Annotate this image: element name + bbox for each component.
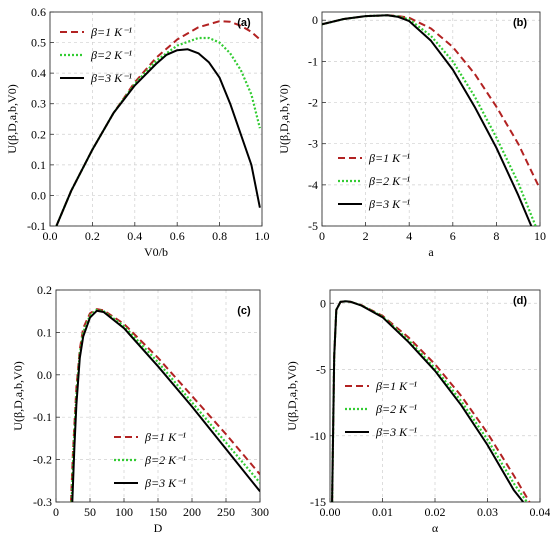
legend-label: β=2 K⁻¹ <box>144 453 186 467</box>
chart-panel-2: 0 2 4 6 8 10 -5 -4 -3 -2 -1 0 a U(β,D,a,b,V0) β=1 K⁻¹ β… <box>277 11 546 259</box>
x-tick-label: 300 <box>251 505 269 519</box>
series-line-1 <box>331 300 531 502</box>
y-tick-label: -5 <box>316 363 326 377</box>
legend-label: β=1 K⁻¹ <box>144 430 186 444</box>
y-tick-label: -10 <box>310 429 326 443</box>
x-tick-label: 150 <box>149 505 167 519</box>
series-line-3 <box>55 48 261 226</box>
x-tick-label: 0.04 <box>530 505 550 519</box>
x-tick-label: 0.8 <box>212 229 227 243</box>
x-tick-label: 6 <box>450 229 456 243</box>
panel-tag: (d) <box>513 295 527 307</box>
panel-tag: (b) <box>513 17 527 29</box>
series-line-3 <box>71 309 260 502</box>
x-tick-label: 100 <box>115 505 133 519</box>
y-tick-label: 0.4 <box>31 66 46 80</box>
x-tick-label: 2 <box>363 229 369 243</box>
legend-label: β=1 K⁻¹ <box>90 25 132 39</box>
series-line-1 <box>322 14 540 190</box>
x-tick-label: 50 <box>84 505 96 519</box>
y-tick-label: 0.1 <box>37 325 52 339</box>
y-tick-label: 0.6 <box>31 5 46 19</box>
y-axis-title: U(β,D,a,b,V0) <box>11 361 25 430</box>
x-axis-title: a <box>428 245 434 259</box>
x-tick-label: 8 <box>493 229 499 243</box>
x-axis-title: α <box>432 521 439 535</box>
y-tick-label: -3 <box>308 137 318 151</box>
plot-frame <box>321 11 541 227</box>
y-tick-label: 0.0 <box>37 368 52 382</box>
legend-label: β=1 K⁻¹ <box>368 151 410 165</box>
y-tick-label: -4 <box>308 178 318 192</box>
legend-label: β=2 K⁻¹ <box>375 402 417 416</box>
x-tick-label: 200 <box>183 505 201 519</box>
x-tick-label: 1.0 <box>255 229 270 243</box>
x-axis-title: V0/b <box>144 245 168 259</box>
x-tick-label: 0.00 <box>320 505 341 519</box>
series-line-1 <box>70 308 260 502</box>
x-tick-label: 0.0 <box>43 229 58 243</box>
x-tick-label: 0.03 <box>477 505 498 519</box>
x-tick-label: 0 <box>53 505 59 519</box>
y-axis-title: U(β,D,a,b,V0) <box>5 84 19 153</box>
y-tick-label: -0.1 <box>33 410 52 424</box>
y-axis-title: U(β,D,a,b,V0) <box>285 361 299 430</box>
y-tick-label: -0.2 <box>33 453 52 467</box>
chart-panel-4: 0.00 0.01 0.02 0.03 0.04 -15 -10 -5 0 α U(β,D,a,b,… <box>285 289 550 535</box>
series-line-2 <box>55 36 261 226</box>
series-line-2 <box>322 14 537 226</box>
x-tick-label: 0.2 <box>85 229 100 243</box>
y-tick-label: -15 <box>310 495 326 509</box>
series-line-3 <box>322 14 533 226</box>
series-line-3 <box>331 300 524 502</box>
legend-label: β=3 K⁻¹ <box>368 197 410 211</box>
legend-label: β=3 K⁻¹ <box>375 425 417 439</box>
series-line-2 <box>70 308 260 502</box>
y-tick-label: 0.2 <box>37 283 52 297</box>
x-tick-label: 0 <box>319 229 325 243</box>
x-axis-title: D <box>154 521 163 535</box>
panel-tag: (c) <box>237 305 251 317</box>
x-tick-label: 0.6 <box>170 229 185 243</box>
x-tick-label: 0.02 <box>425 505 446 519</box>
chart-panel-3: 0 50 100 150 200 250 300 -0.3 -0.2 -0.1 0.0 0.1 0.2 D… <box>11 283 269 535</box>
plot-frame <box>49 11 263 227</box>
y-tick-label: 0 <box>320 296 326 310</box>
legend-label: β=2 K⁻¹ <box>90 48 132 62</box>
y-tick-label: 0.2 <box>31 127 46 141</box>
y-tick-label: -2 <box>308 96 318 110</box>
y-tick-label: 0.5 <box>31 36 46 50</box>
legend-label: β=3 K⁻¹ <box>90 71 132 85</box>
y-tick-label: 0.3 <box>31 97 46 111</box>
y-tick-label: 0.0 <box>31 188 46 202</box>
series-line-2 <box>331 300 528 502</box>
legend-label: β=2 K⁻¹ <box>368 174 410 188</box>
y-tick-label: -0.3 <box>33 495 52 509</box>
y-tick-label: -5 <box>308 219 318 233</box>
series-line-1 <box>55 20 261 226</box>
panel-tag: (a) <box>237 17 251 29</box>
x-tick-label: 250 <box>217 505 235 519</box>
x-tick-label: 0.4 <box>127 229 142 243</box>
legend-label: β=3 K⁻¹ <box>144 476 186 490</box>
legend-label: β=1 K⁻¹ <box>375 379 417 393</box>
x-tick-label: 4 <box>406 229 412 243</box>
chart-panel-1: 0.0 0.2 0.4 0.6 0.8 1.0-0.10.00.10.20.30.40.5… <box>5 5 270 259</box>
x-tick-label: 10 <box>534 229 546 243</box>
y-tick-label: -0.1 <box>27 219 46 233</box>
y-tick-label: 0 <box>312 13 318 27</box>
y-tick-label: 0.1 <box>31 158 46 172</box>
y-axis-title: U(β,D,a,b,V0) <box>277 84 291 153</box>
y-tick-label: -1 <box>308 54 318 68</box>
x-tick-label: 0.01 <box>372 505 393 519</box>
